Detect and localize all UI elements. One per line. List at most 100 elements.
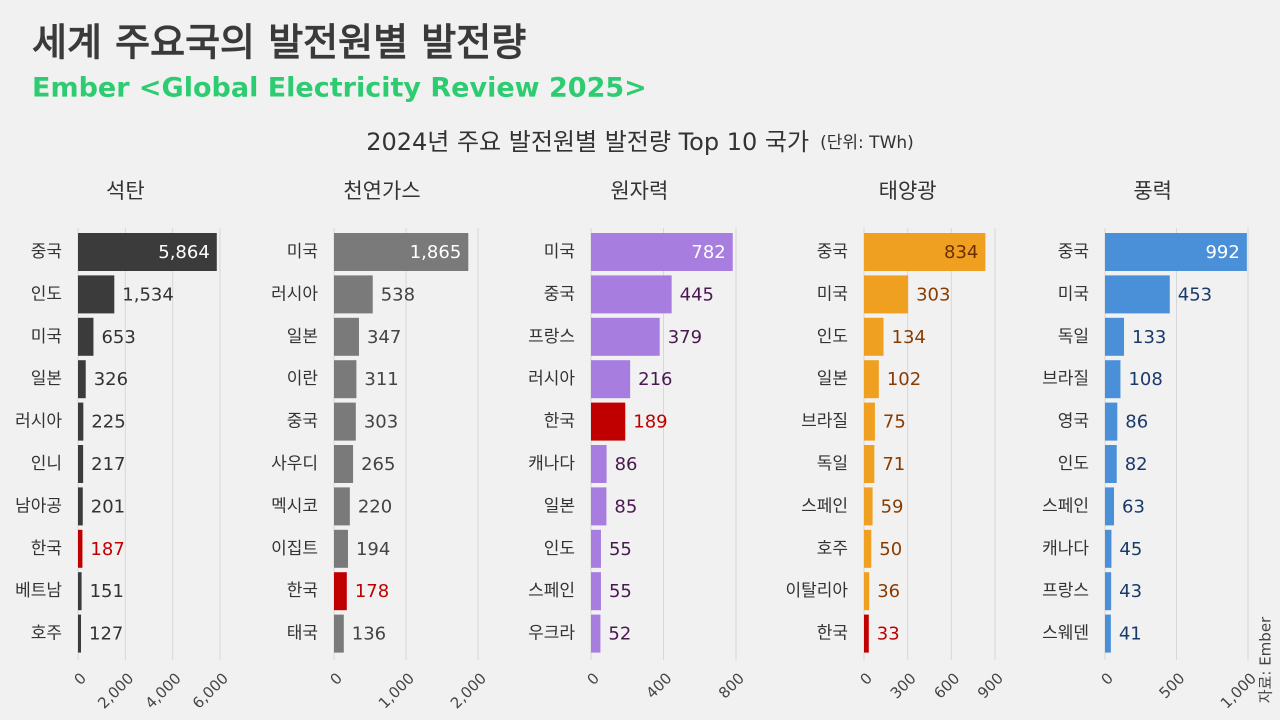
bar	[864, 402, 875, 441]
bar	[864, 445, 875, 483]
bar	[334, 487, 350, 526]
value-label: 55	[609, 581, 632, 602]
bar	[1105, 360, 1121, 399]
category-label: 일본	[817, 369, 848, 389]
bar	[334, 275, 373, 314]
value-label: 151	[90, 581, 124, 602]
bar	[78, 402, 84, 441]
value-label: 216	[638, 369, 672, 390]
category-label: 러시아	[271, 284, 318, 304]
bar	[591, 360, 631, 399]
bar	[334, 529, 348, 568]
bar	[1105, 275, 1170, 314]
bar	[334, 402, 356, 441]
value-label: 1,534	[122, 284, 174, 305]
bar	[334, 317, 359, 356]
category-label: 멕시코	[271, 496, 318, 516]
value-label: 71	[882, 454, 905, 475]
category-label: 미국	[1058, 284, 1089, 304]
category-label: 베트남	[15, 581, 62, 601]
category-label: 인도	[817, 327, 848, 347]
value-label: 653	[101, 327, 135, 348]
bar	[1105, 445, 1117, 483]
value-label: 189	[633, 412, 667, 433]
bar	[1105, 487, 1115, 526]
value-label: 445	[680, 284, 714, 305]
category-label: 스페인	[528, 581, 575, 601]
category-label: 프랑스	[1042, 581, 1089, 601]
category-label: 한국	[544, 412, 575, 432]
bar	[864, 614, 869, 653]
category-label: 인도	[544, 539, 575, 559]
bar	[1105, 317, 1125, 356]
value-label: 303	[916, 284, 950, 305]
bar	[334, 360, 357, 399]
value-label: 33	[877, 624, 900, 645]
category-label: 캐나다	[528, 454, 575, 474]
category-label: 캐나다	[1042, 539, 1089, 559]
panel-title: 태양광	[879, 179, 937, 203]
bar	[78, 529, 83, 568]
category-label: 중국	[817, 242, 848, 262]
value-label: 43	[1119, 581, 1142, 602]
value-label: 55	[609, 539, 632, 560]
value-label: 82	[1125, 454, 1148, 475]
category-label: 러시아	[15, 412, 62, 432]
bar	[1105, 402, 1118, 441]
value-label: 217	[91, 454, 125, 475]
category-label: 사우디	[271, 454, 318, 474]
category-label: 독일	[1058, 327, 1089, 347]
bar	[864, 317, 884, 356]
value-label: 311	[364, 369, 398, 390]
bar	[334, 445, 354, 483]
category-label: 브라질	[1042, 369, 1089, 389]
panel-title: 석탄	[106, 179, 145, 203]
value-label: 347	[367, 327, 401, 348]
value-label: 50	[879, 539, 902, 560]
value-label: 41	[1119, 624, 1142, 645]
value-label: 52	[608, 624, 631, 645]
category-label: 이란	[287, 369, 319, 389]
value-label: 63	[1122, 496, 1145, 517]
bar	[334, 614, 344, 653]
value-label: 133	[1132, 327, 1166, 348]
bar	[591, 572, 601, 611]
category-label: 호주	[31, 624, 62, 644]
panel-title: 원자력	[610, 179, 668, 203]
value-label: 127	[89, 624, 123, 645]
value-label: 194	[356, 539, 390, 560]
bar	[334, 572, 347, 611]
value-label: 178	[355, 581, 389, 602]
bar	[334, 233, 469, 271]
panel-title: 풍력	[1133, 179, 1172, 203]
value-label: 303	[364, 412, 398, 433]
category-label: 한국	[31, 539, 62, 559]
value-label: 225	[91, 412, 125, 433]
value-label: 108	[1128, 369, 1162, 390]
category-label: 일본	[31, 369, 62, 389]
value-label: 102	[887, 369, 921, 390]
bar	[591, 402, 626, 441]
bar	[1105, 233, 1247, 271]
value-label: 1,865	[410, 242, 462, 263]
category-label: 미국	[544, 242, 575, 262]
value-label: 59	[881, 496, 904, 517]
category-label: 일본	[287, 327, 318, 347]
category-label: 미국	[817, 284, 848, 304]
category-label: 중국	[1058, 242, 1089, 262]
category-label: 중국	[31, 242, 62, 262]
value-label: 834	[944, 242, 978, 263]
category-label: 인도	[31, 284, 62, 304]
value-label: 75	[883, 412, 906, 433]
category-label: 영국	[1058, 412, 1089, 432]
bar	[78, 317, 94, 356]
category-label: 프랑스	[528, 327, 575, 347]
bar	[78, 445, 84, 483]
page-title: 세계 주요국의 발전원별 발전량	[32, 21, 526, 65]
chart-heading: 2024년 주요 발전원별 발전량 Top 10 국가 (단위: TWh)	[366, 128, 914, 156]
value-label: 992	[1205, 242, 1239, 263]
value-label: 86	[615, 454, 638, 475]
category-label: 일본	[544, 496, 575, 516]
